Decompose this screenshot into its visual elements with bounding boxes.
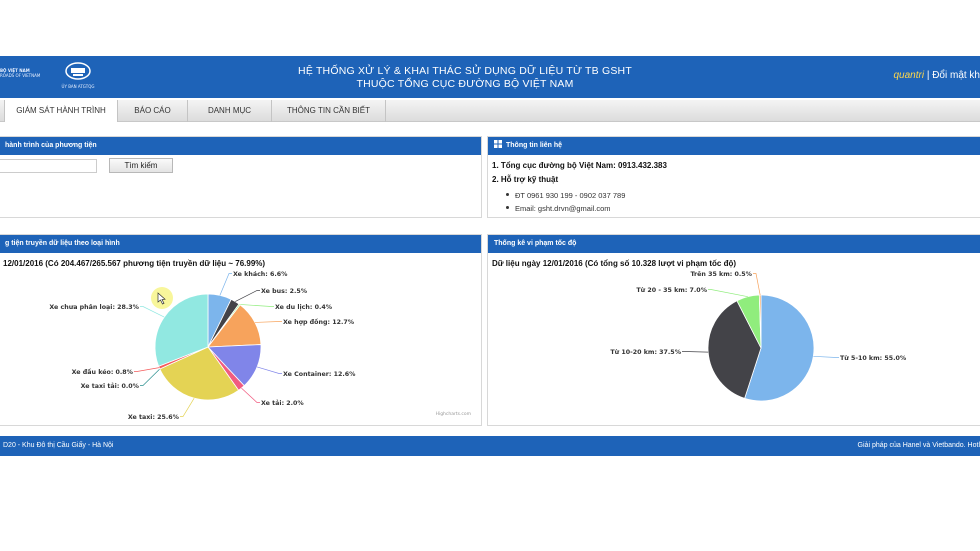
speed-slice-tu-5-10-km[interactable] <box>744 294 815 402</box>
vehicle-connector-xe-tai <box>241 387 260 403</box>
speed-connector-tu-5-10-km <box>813 355 839 358</box>
contact-panel-title: Thông tin liên hệ <box>506 142 562 149</box>
contact-phone: ĐT 0961 930 199 - 0902 037 789 <box>506 191 625 200</box>
road-admin-logo: BỘ VIỆT NAM ROADS OF VIETNAM <box>0 68 48 78</box>
speed-connector-tu-10-20-km <box>682 351 709 353</box>
emblem-icon <box>65 62 91 80</box>
vehicle-label-xe-container: Xe Container: 12.6% <box>283 371 356 378</box>
footer-bar: D20 - Khu Đô thị Cầu Giấy - Hà Nội Giải … <box>0 436 980 456</box>
vehicle-label-xe-du-lich: Xe du lịch: 0.4% <box>275 304 333 311</box>
title-line2: THUỘC TỔNG CỤC ĐƯỜNG BỘ VIỆT NAM <box>356 78 574 90</box>
vehicle-connector-xe-dau-keo <box>134 367 160 372</box>
vehicle-search-input[interactable] <box>0 159 97 173</box>
speed-label-tu-20-35-km: Từ 20 - 35 km: 7.0% <box>636 286 707 294</box>
speed-connector-tren-35-km <box>753 273 761 296</box>
emblem-caption: ỦY BAN ATGTQG <box>61 84 95 89</box>
footer-address: D20 - Khu Đô thị Cầu Giấy - Hà Nội <box>3 442 114 449</box>
contact-panel-header: Thông tin liên hệ <box>488 137 980 155</box>
logo-text-line2: ROADS OF VIETNAM <box>0 73 41 78</box>
menu-item-tracking[interactable]: GIÁM SÁT HÀNH TRÌNH <box>4 100 118 122</box>
vehicle-label-xe-khach: Xe khách: 6.6% <box>233 270 288 278</box>
speed-panel-title: Thống kê vi phạm tốc độ <box>488 235 980 253</box>
vehicle-connector-xe-taxi <box>180 397 195 417</box>
system-title: HỆ THỐNG XỬ LÝ & KHAI THÁC SỬ DỤNG DỮ LI… <box>250 65 680 91</box>
contact-email-link[interactable]: gsht.drvn@gmail.com <box>537 204 611 213</box>
speed-violation-panel: Thống kê vi phạm tốc độ Dữ liệu ngày 12/… <box>487 234 980 426</box>
logo-text-line1: BỘ VIỆT NAM <box>0 68 30 73</box>
speed-label-tren-35-km: Trên 35 km: 0.5% <box>690 270 752 278</box>
search-panel-title: hành trình của phương tiện <box>0 137 481 155</box>
header-bar: BỘ VIỆT NAM ROADS OF VIETNAM ỦY BAN ATGT… <box>0 56 980 98</box>
bullet-icon <box>506 206 509 209</box>
mouse-cursor-icon <box>157 292 166 305</box>
vehicle-chart-subtitle: 12/01/2016 (Có 204.467/265.567 phương ti… <box>3 259 266 268</box>
change-password-link[interactable]: Đổi mật kh <box>932 70 980 81</box>
vehicle-label-xe-tai: Xe tải: 2.0% <box>261 399 304 407</box>
speed-label-tu-10-20-km: Từ 10-20 km: 37.5% <box>610 348 681 356</box>
vehicle-label-xe-hop-dong: Xe hợp đồng: 12.7% <box>283 318 355 326</box>
vehicle-slice-xe-chua-phan-loai[interactable] <box>154 293 209 367</box>
vehicle-label-xe-taxi: Xe taxi: 25.6% <box>128 414 180 421</box>
search-button[interactable]: Tìm kiếm <box>109 158 173 173</box>
vehicle-pie-chart: Xe khách: 6.6% Xe bus: 2.5% Xe du lịch: 0.… <box>49 270 356 421</box>
highcharts-credit[interactable]: Highcharts.com <box>435 412 471 417</box>
vehicle-connector-xe-du-lich <box>239 304 274 307</box>
menu-item-reports[interactable]: BÁO CÁO <box>118 100 188 122</box>
bullet-icon <box>506 193 509 196</box>
menu-item-categories[interactable]: DANH MỤC <box>188 100 272 122</box>
title-line1: HỆ THỐNG XỬ LÝ & KHAI THÁC SỬ DỤNG DỮ LI… <box>298 65 632 77</box>
vehicle-connector-xe-taxi-tai <box>140 368 161 386</box>
vehicle-panel-title: g tiện truyền dữ liệu theo loại hình <box>0 235 481 253</box>
menu-item-info[interactable]: THÔNG TIN CẦN BIẾT <box>272 100 386 122</box>
username-link[interactable]: quantri <box>893 70 925 81</box>
footer-credit: Giải pháp của Hanel và Vietbando. Hotl <box>857 442 980 449</box>
vehicle-connector-xe-khach <box>219 273 232 296</box>
grid-icon <box>494 140 502 148</box>
vehicle-connector-xe-chua-phan-loai <box>140 306 165 318</box>
vehicle-label-xe-taxi-tai: Xe taxi tải: 0.0% <box>81 382 140 390</box>
vehicle-connector-xe-bus <box>235 290 260 302</box>
speed-connector-tu-20-35-km <box>708 289 748 298</box>
contact-email: Email: gsht.drvn@gmail.com <box>506 204 611 213</box>
contact-line-2: 2. Hỗ trợ kỹ thuật <box>492 175 559 184</box>
vehicle-connector-xe-container <box>256 366 282 374</box>
speed-slice-tren-35-km[interactable] <box>758 294 762 349</box>
contact-line-1: 1. Tổng cục đường bộ Việt Nam: 0913.432.… <box>492 161 667 170</box>
user-separator: | <box>924 70 933 81</box>
vehicle-type-panel: g tiện truyền dữ liệu theo loại hình 12/… <box>0 234 482 426</box>
speed-pie-chart: Từ 5-10 km: 55.0% Từ 10-20 km: 37.5% Từ 20… <box>610 270 907 402</box>
speed-slice-tu-10-20-km[interactable] <box>707 300 762 399</box>
search-panel: hành trình của phương tiện Tìm kiếm <box>0 136 482 218</box>
vehicle-connector-xe-hop-dong <box>254 321 282 323</box>
vehicle-label-xe-dau-keo: Xe đầu kéo: 0.8% <box>72 368 134 376</box>
contact-email-label: Email: <box>515 204 538 213</box>
user-area: quantri | Đổi mật kh <box>893 70 980 81</box>
speed-chart-subtitle: Dữ liệu ngày 12/01/2016 (Có tổng số 10.3… <box>492 259 737 268</box>
main-menu: GIÁM SÁT HÀNH TRÌNH BÁO CÁO DANH MỤC THÔ… <box>0 100 980 122</box>
speed-label-tu-5-10-km: Từ 5-10 km: 55.0% <box>840 354 907 362</box>
vehicle-label-xe-bus: Xe bus: 2.5% <box>261 288 308 295</box>
contact-phone-text: ĐT 0961 930 199 - 0902 037 789 <box>515 191 626 200</box>
vehicle-label-xe-chua-phan-loai: Xe chưa phân loại: 28.3% <box>49 303 139 311</box>
contact-panel: Thông tin liên hệ 1. Tổng cục đường bộ V… <box>487 136 980 218</box>
safety-committee-logo: ỦY BAN ATGTQG <box>60 62 96 89</box>
